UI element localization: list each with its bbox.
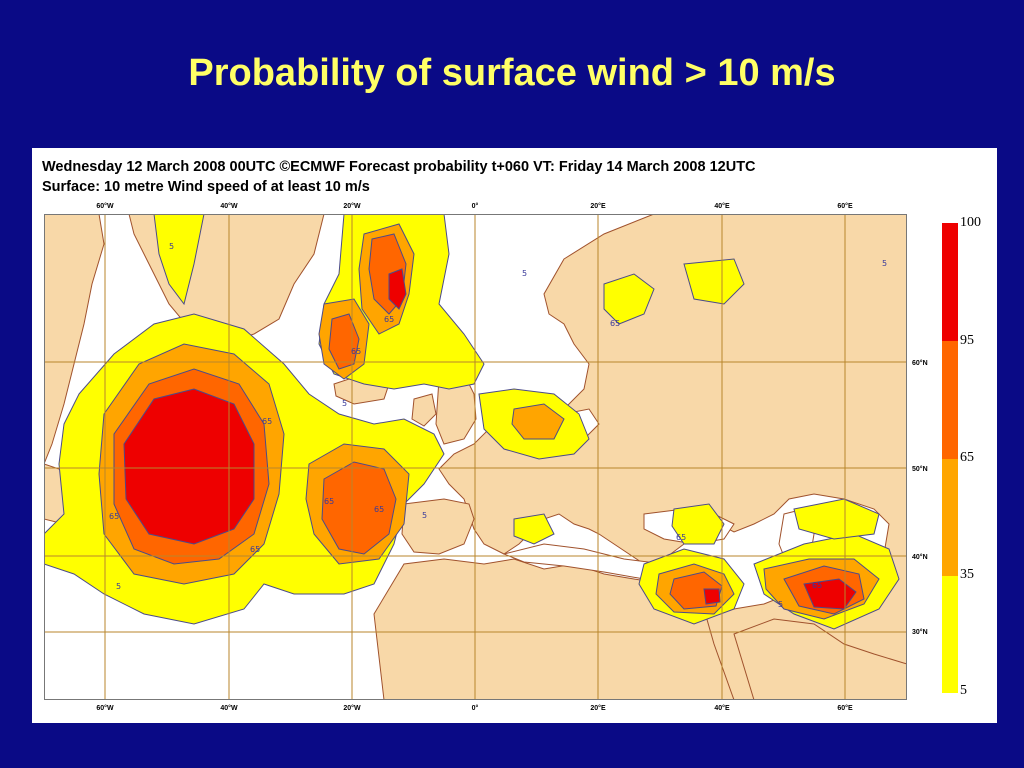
- contour-label: 65: [250, 545, 260, 554]
- lon-label-top: 40°E: [714, 203, 730, 210]
- map-header-line1: Wednesday 12 March 2008 00UTC ©ECMWF For…: [42, 159, 756, 175]
- lat-label: 60°N: [912, 360, 928, 367]
- colorbar-label: 35: [960, 567, 974, 582]
- lon-label-bottom: 0°: [471, 705, 479, 712]
- contour-label: 65: [610, 319, 620, 328]
- colorbar-label: 95: [960, 333, 974, 348]
- prob-95-region: [123, 268, 857, 610]
- colorbar-segment-35-65: [942, 459, 958, 576]
- lon-label-bottom: 40°W: [220, 705, 238, 712]
- graticule: [44, 214, 907, 700]
- lon-label-bottom: 40°E: [714, 705, 730, 712]
- contour-label: 5: [342, 399, 347, 408]
- colorbar: [942, 223, 958, 693]
- lon-label-bottom: 60°W: [96, 705, 114, 712]
- contour-label: 65: [812, 581, 822, 590]
- lon-label-top: 60°W: [96, 203, 114, 210]
- contour-label: 65: [351, 347, 361, 356]
- slide-title: Probability of surface wind > 10 m/s: [188, 52, 836, 94]
- contour-label: 5: [116, 582, 121, 591]
- forecast-map-panel: Wednesday 12 March 2008 00UTC ©ECMWF For…: [32, 148, 997, 723]
- contour-label: 5: [169, 242, 174, 251]
- lat-label: 30°N: [912, 629, 928, 636]
- lon-label-top: 0°: [471, 203, 479, 210]
- lat-label: 40°N: [912, 554, 928, 561]
- lon-label-top: 40°W: [220, 203, 238, 210]
- map-header-line2: Surface: 10 metre Wind speed of at least…: [42, 179, 370, 195]
- contour-label: 5: [882, 259, 887, 268]
- contour-label: 65: [384, 315, 394, 324]
- lon-label-bottom: 60°E: [837, 705, 853, 712]
- colorbar-segment-95-100: [942, 223, 958, 341]
- lon-label-bottom: 20°E: [590, 705, 606, 712]
- lon-label-top: 20°W: [343, 203, 361, 210]
- contour-label: 5: [422, 511, 427, 520]
- lat-label: 50°N: [912, 466, 928, 473]
- contour-label: 5: [778, 600, 783, 609]
- colorbar-label: 100: [960, 215, 981, 230]
- contour-label: 5: [522, 269, 527, 278]
- contour-label: 65: [109, 512, 119, 521]
- map-frame: [44, 214, 907, 700]
- contour-label: 65: [262, 417, 272, 426]
- lon-label-top: 60°E: [837, 203, 853, 210]
- lon-label-bottom: 20°W: [343, 705, 361, 712]
- colorbar-label: 65: [960, 450, 974, 465]
- colorbar-segment-65-95: [942, 341, 958, 459]
- lon-label-top: 20°E: [590, 203, 606, 210]
- contour-label: 65: [676, 533, 686, 542]
- contour-label: 65: [374, 505, 384, 514]
- probability-map: 5 5 5 5 5 5 5 65 65 65 65 65 65 65 65 65…: [44, 214, 907, 700]
- contour-label: 65: [324, 497, 334, 506]
- colorbar-segment-5-35: [942, 576, 958, 693]
- colorbar-label: 5: [960, 683, 967, 698]
- land: [44, 214, 907, 700]
